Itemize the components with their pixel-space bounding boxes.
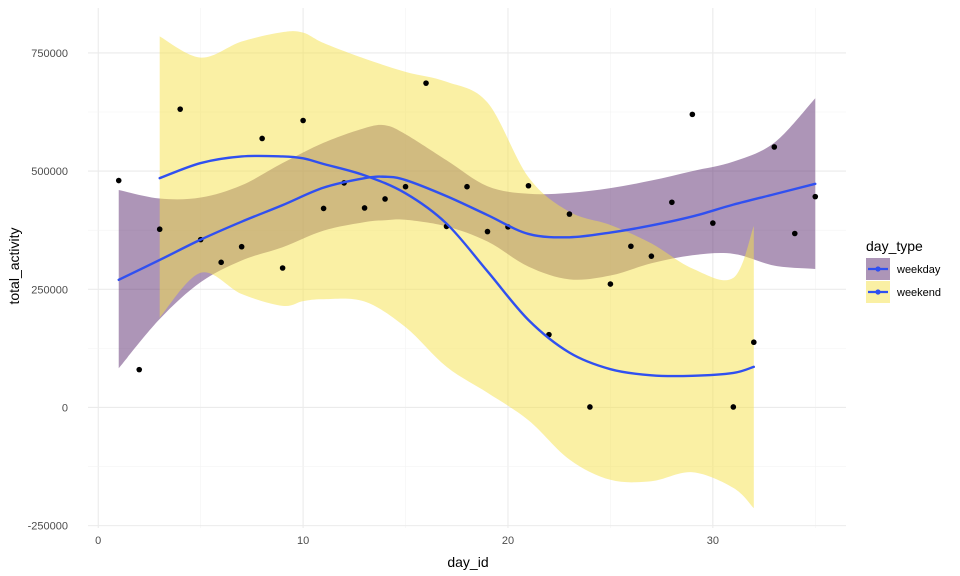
y-tick-label: 500000 (31, 166, 68, 178)
data-point (300, 117, 306, 124)
weekend-trend-line (158, 154, 756, 378)
y-axis-title: total_activity (6, 227, 22, 304)
data-point (238, 243, 245, 250)
data-point (771, 144, 778, 150)
data-point (607, 281, 614, 287)
data-point (156, 226, 163, 233)
x-tick-label: 10 (297, 535, 309, 547)
data-point (525, 182, 532, 189)
tick-labels: 0 10 20 30 -250000 0 250000 500000 750000 (28, 48, 719, 547)
data-point (812, 193, 819, 200)
data-point (689, 111, 696, 118)
data-point (628, 243, 634, 250)
data-point (566, 211, 573, 217)
legend-title: day_type (866, 238, 923, 254)
data-point (791, 230, 798, 237)
y-tick-label: -250000 (28, 521, 68, 533)
legend: day_type weekday weekend (866, 238, 941, 303)
data-point (484, 228, 491, 235)
legend-label-weekday: weekday (896, 264, 941, 276)
weekday-trend-line (117, 175, 817, 282)
data-point (464, 183, 470, 190)
x-tick-label: 20 (502, 535, 514, 547)
data-point (320, 205, 327, 212)
y-tick-label: 250000 (31, 284, 68, 296)
data-point (259, 135, 265, 142)
x-tick-label: 0 (95, 535, 101, 547)
data-point (361, 205, 368, 211)
trend-lines (117, 154, 817, 378)
data-point (751, 339, 757, 346)
x-tick-label: 30 (707, 535, 719, 547)
data-point (218, 259, 224, 266)
data-point (730, 404, 737, 410)
data-point (710, 220, 716, 226)
confidence-bands (118, 31, 816, 509)
data-point (587, 404, 593, 410)
x-axis-title: day_id (447, 554, 488, 570)
weekend-confidence-band (159, 31, 754, 509)
data-point (382, 196, 388, 202)
y-tick-label: 750000 (31, 48, 68, 60)
data-point (423, 80, 429, 86)
data-point (648, 253, 655, 259)
data-point (402, 183, 409, 190)
legend-entries: weekday weekend (866, 258, 941, 303)
data-point (115, 177, 122, 184)
data-point (669, 199, 675, 206)
legend-point-weekend (875, 289, 881, 295)
data-point (279, 265, 286, 271)
legend-point-weekday (875, 266, 881, 272)
data-point (136, 366, 143, 373)
data-point (177, 106, 183, 112)
legend-label-weekend: weekend (896, 287, 941, 299)
y-tick-label: 0 (62, 402, 68, 414)
